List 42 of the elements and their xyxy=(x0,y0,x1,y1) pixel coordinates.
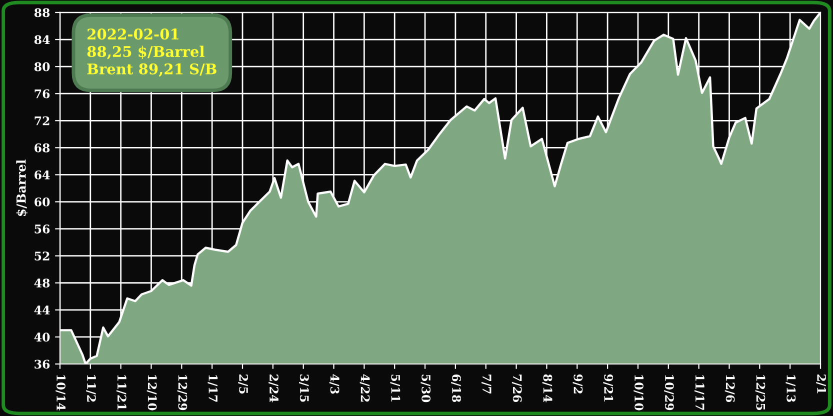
x-tick-label: 12/10 xyxy=(146,375,157,410)
y-tick-label: 88 xyxy=(34,8,50,18)
x-tick-label: 9/2 xyxy=(572,374,583,394)
x-tick-label: 10/10 xyxy=(634,375,644,410)
y-tick-label: 60 xyxy=(34,197,50,206)
x-tick-label: 11/21 xyxy=(116,375,126,410)
x-tick-label: 12/29 xyxy=(177,375,188,410)
x-tick-label: 4/22 xyxy=(360,374,370,402)
x-tick-label: 5/30 xyxy=(420,374,431,402)
x-tick-label: 7/26 xyxy=(512,374,522,402)
x-tick-label: 3/15 xyxy=(298,374,309,402)
y-tick-label: 44 xyxy=(34,306,50,314)
y-tick-label: 56 xyxy=(34,224,50,234)
y-tick-label: 80 xyxy=(34,62,50,72)
x-tick-label: 10/29 xyxy=(664,375,674,410)
y-tick-label: 68 xyxy=(34,143,50,152)
x-tick-label: 9/21 xyxy=(603,374,614,402)
y-tick-label: 84 xyxy=(34,35,50,44)
y-axis-title: $/Barrel xyxy=(16,160,28,216)
x-tick-label: 5/11 xyxy=(390,374,400,402)
y-tick-label: 64 xyxy=(34,170,50,180)
y-tick-label: 48 xyxy=(34,278,50,288)
x-tick-label: 7/7 xyxy=(482,374,492,394)
x-tick-label: 8/14 xyxy=(542,374,552,402)
y-tick-label: 72 xyxy=(34,116,50,126)
annotation: 2022-02-01 88,25 $/Barrel Brent 89,21 S/B xyxy=(87,28,216,77)
y-tick-label: 76 xyxy=(34,89,50,98)
x-tick-label: 2/5 xyxy=(238,374,248,394)
x-tick-label: 2/24 xyxy=(268,374,278,402)
x-tick-label: 11/2 xyxy=(86,375,96,402)
x-tick-label: 2/1 xyxy=(816,374,826,394)
x-tick-label: 6/18 xyxy=(451,374,461,402)
x-tick-label: 12/6 xyxy=(724,375,735,402)
x-tick-label: 12/25 xyxy=(755,375,766,410)
y-tick-label: 52 xyxy=(34,252,50,260)
x-tick-label: 1/17 xyxy=(208,375,218,402)
x-tick-label: 10/14 xyxy=(56,375,66,410)
x-tick-label: 11/17 xyxy=(694,375,704,410)
x-tick-label: 4/3 xyxy=(329,374,340,394)
x-tick-label: 1/13 xyxy=(786,375,796,402)
y-tick-label: 40 xyxy=(34,332,50,342)
y-tick-label: 36 xyxy=(34,360,50,369)
